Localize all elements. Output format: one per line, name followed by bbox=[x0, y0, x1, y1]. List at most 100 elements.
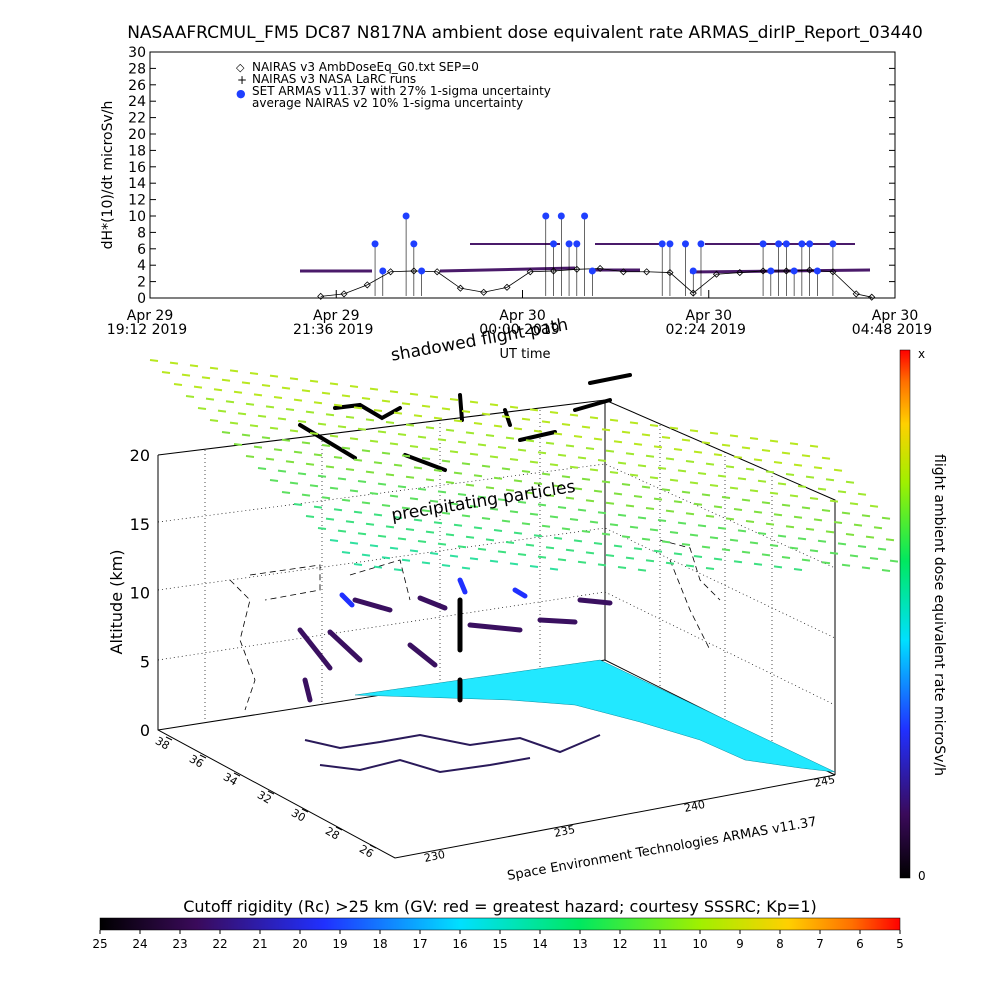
particle-mark bbox=[637, 568, 647, 572]
particle-mark bbox=[533, 534, 543, 538]
particle-mark bbox=[637, 464, 647, 468]
particle-mark bbox=[353, 563, 363, 566]
particle-mark bbox=[325, 413, 335, 417]
particle-mark bbox=[525, 543, 535, 547]
particle-mark bbox=[649, 476, 659, 480]
armas-point bbox=[813, 267, 821, 275]
particle-mark bbox=[369, 439, 379, 443]
rigidity-tick-label: 22 bbox=[212, 937, 227, 951]
particle-mark bbox=[677, 521, 687, 525]
armas-point bbox=[542, 212, 550, 220]
particle-mark bbox=[501, 467, 511, 471]
particle-mark bbox=[613, 440, 623, 444]
particle-mark bbox=[237, 412, 247, 416]
particle-mark bbox=[761, 449, 771, 452]
particle-mark bbox=[577, 508, 587, 512]
particle-mark bbox=[685, 564, 695, 568]
particle-mark bbox=[273, 396, 283, 399]
particle-mark bbox=[309, 379, 319, 383]
rigidity-tick-label: 7 bbox=[816, 937, 824, 951]
particle-mark bbox=[525, 491, 535, 495]
particle-mark bbox=[517, 448, 527, 452]
y-tick-label: 20 bbox=[128, 127, 146, 143]
rigidity-tick-label: 25 bbox=[92, 937, 107, 951]
particle-mark bbox=[461, 462, 471, 466]
particle-mark bbox=[269, 426, 279, 430]
nairas-point bbox=[619, 268, 627, 276]
particle-mark bbox=[413, 518, 423, 522]
lon-tick-label: 230 bbox=[423, 848, 446, 865]
particle-mark bbox=[277, 417, 287, 421]
particle-mark bbox=[485, 486, 495, 490]
particle-mark bbox=[449, 398, 459, 401]
particle-mark bbox=[697, 472, 707, 475]
particle-mark bbox=[773, 461, 783, 464]
y-tick-label: 10 bbox=[128, 209, 146, 225]
particle-mark bbox=[581, 477, 591, 481]
nairas-point bbox=[363, 281, 371, 289]
particle-mark bbox=[465, 535, 475, 539]
armas-point bbox=[798, 240, 806, 248]
particle-mark bbox=[393, 568, 403, 572]
particle-mark bbox=[741, 550, 751, 554]
particle-mark bbox=[429, 395, 439, 399]
particle-mark bbox=[489, 403, 499, 407]
rigidity-tick-label: 24 bbox=[132, 937, 147, 951]
particle-mark bbox=[593, 542, 603, 545]
particle-mark bbox=[521, 470, 531, 473]
particle-mark bbox=[889, 559, 899, 563]
particle-mark bbox=[241, 381, 251, 385]
particle-mark bbox=[849, 502, 859, 506]
particle-mark bbox=[329, 486, 339, 490]
particle-mark bbox=[469, 452, 479, 456]
lat-tick-mark bbox=[301, 808, 309, 813]
particle-mark bbox=[249, 372, 259, 375]
altitude-axis-label: Altitude (km) bbox=[107, 550, 126, 655]
particle-mark bbox=[397, 537, 407, 541]
particle-mark bbox=[229, 369, 239, 373]
nairas-point bbox=[317, 292, 325, 300]
particle-mark bbox=[481, 412, 491, 416]
particle-mark bbox=[849, 554, 859, 558]
lat-tick-mark bbox=[369, 844, 377, 849]
particle-mark bbox=[749, 437, 759, 440]
particle-mark bbox=[545, 494, 555, 497]
particle-mark bbox=[329, 434, 339, 438]
particle-mark bbox=[345, 520, 355, 524]
particle-mark bbox=[393, 516, 403, 519]
particle-mark bbox=[305, 515, 315, 518]
particle-mark bbox=[661, 488, 671, 492]
particle-mark bbox=[257, 467, 267, 470]
particle-mark bbox=[685, 460, 695, 463]
particle-mark bbox=[489, 559, 499, 563]
particle-mark bbox=[753, 562, 763, 566]
particle-mark bbox=[217, 409, 227, 413]
particle-mark bbox=[281, 438, 291, 442]
particle-mark bbox=[281, 491, 291, 494]
x-tick-label: 04:48 2019 bbox=[852, 322, 932, 338]
legend-label: NAIRAS v3 NASA LaRC runs bbox=[252, 72, 416, 86]
particle-mark bbox=[209, 366, 219, 370]
particle-mark bbox=[425, 530, 435, 534]
particle-mark bbox=[789, 494, 799, 498]
particle-mark bbox=[789, 546, 799, 550]
particle-mark bbox=[469, 557, 479, 561]
particle-mark bbox=[741, 498, 751, 502]
particle-mark bbox=[609, 523, 619, 527]
particle-mark bbox=[505, 488, 515, 492]
x-tick-label: Apr 30 bbox=[686, 308, 732, 324]
particle-mark bbox=[617, 566, 627, 569]
particle-mark bbox=[245, 455, 255, 458]
particle-mark bbox=[477, 495, 487, 499]
particle-mark bbox=[229, 421, 239, 425]
y-tick-label: 0 bbox=[137, 291, 146, 307]
particle-mark bbox=[313, 401, 323, 405]
particle-mark bbox=[557, 453, 567, 457]
particle-mark bbox=[369, 492, 379, 495]
y-axis-label: dH*(10)/dt microSv/h bbox=[100, 101, 116, 250]
lat-tick-mark bbox=[199, 754, 207, 759]
particle-mark bbox=[689, 533, 699, 537]
particle-mark bbox=[401, 558, 411, 562]
particle-mark bbox=[601, 480, 611, 484]
